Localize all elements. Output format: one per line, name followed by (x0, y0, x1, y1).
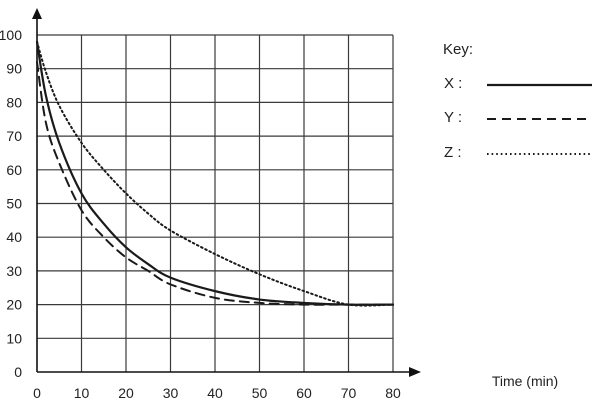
y-tick-label: 50 (6, 196, 22, 212)
y-tick-label: 80 (6, 94, 22, 110)
legend: Key: X : Y : Z : (443, 41, 592, 161)
legend-label-x: X : (444, 75, 462, 92)
tick-labels: 0 10 20 30 40 50 60 70 80 90 100 0 10 20 30 40 50 60 70 80 (0, 27, 401, 401)
y-tick-label: 30 (6, 263, 22, 279)
y-tick-label: 60 (6, 162, 22, 178)
legend-label-y: Y : (444, 109, 462, 126)
y-tick-label: 20 (6, 297, 22, 313)
x-tick-label: 10 (74, 385, 90, 401)
legend-title: Key: (443, 41, 473, 58)
y-tick-label: 0 (14, 364, 22, 380)
x-axis-arrow-icon (409, 367, 421, 377)
y-tick-label: 70 (6, 128, 22, 144)
x-tick-label: 70 (341, 385, 357, 401)
legend-label-z: Z : (444, 144, 462, 161)
y-axis-arrow-icon (32, 8, 42, 19)
y-tick-label: 10 (6, 330, 22, 346)
x-tick-label: 0 (33, 385, 41, 401)
x-tick-label: 40 (207, 385, 223, 401)
series-line-y (36, 60, 394, 306)
series-line-z (36, 40, 394, 307)
x-tick-label: 30 (163, 385, 179, 401)
series-lines (35, 40, 395, 307)
grid (37, 34, 394, 372)
y-tick-label: 40 (6, 229, 22, 245)
x-axis-label: Time (min) (492, 373, 558, 389)
x-tick-label: 80 (385, 385, 401, 401)
y-tick-label: 90 (6, 61, 22, 77)
x-tick-label: 60 (296, 385, 312, 401)
axes (32, 8, 421, 377)
x-tick-label: 20 (118, 385, 134, 401)
x-tick-label: 50 (252, 385, 268, 401)
y-tick-label: 100 (0, 27, 22, 43)
series-line-x (35, 40, 395, 306)
